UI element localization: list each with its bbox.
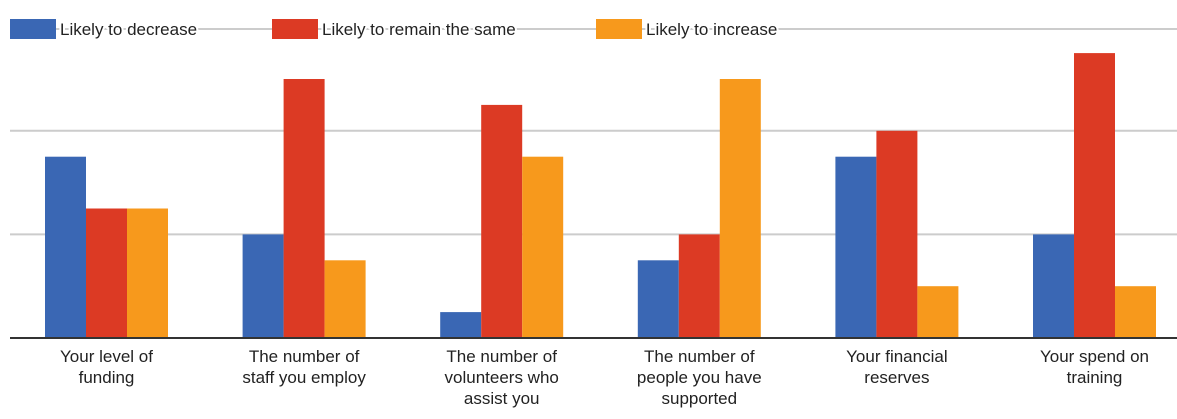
bar-0-0 [45,156,86,338]
category-label-line: Your financial [846,347,948,366]
category-label-2: The number of volunteers who assist you [407,346,597,409]
category-label-0: Your level of funding [12,346,202,388]
bar-2-2 [522,156,564,338]
category-label-line: The number of [248,347,360,366]
bar-2-1 [481,104,523,339]
bar-3-0 [637,260,679,338]
category-label-1: The number of staff you employ [209,346,399,388]
category-label-line: Your level of [60,347,153,366]
category-label-line: supported [661,389,738,408]
bar-5-1 [1074,53,1115,338]
category-label-line: staff you employ [242,368,366,387]
legend-swatch-2 [596,19,642,39]
legend-swatch-0 [10,19,56,39]
legend-label-1: Likely to remain the same [322,20,516,39]
bar-5-0 [1033,234,1074,338]
category-label-line: training [1066,368,1123,387]
category-label-line: Your spend on [1039,347,1150,366]
category-label-line: funding [78,368,135,387]
legend: Likely to decrease Likely to remain the s… [10,18,1177,41]
bar-0-2 [127,208,168,338]
category-label-3: The number of people you have supported [604,346,794,409]
bar-4-0 [835,156,877,338]
bar-4-1 [876,130,918,338]
category-label-line: volunteers who [444,368,559,387]
bar-3-2 [719,79,761,338]
legend-label-0: Likely to decrease [60,20,197,39]
category-label-line: assist you [463,389,540,408]
category-label-line: people you have [636,368,762,387]
bar-2-0 [440,312,482,338]
bar-0-1 [86,208,127,338]
bar-1-1 [283,79,325,338]
bar-1-2 [324,260,366,338]
category-label-4: Your financial reserves [802,346,992,388]
bar-1-0 [242,234,284,338]
bar-4-2 [917,286,959,338]
bars [45,53,1156,339]
legend-swatch-1 [272,19,318,39]
category-label-line: reserves [864,368,930,387]
gridlines [10,129,1177,236]
category-label-line: The number of [446,347,557,366]
category-label-5: Your spend on training [1000,346,1177,388]
category-label-line: The number of [644,347,755,366]
legend-label-2: Likely to increase [646,20,777,39]
bar-5-2 [1115,286,1156,338]
bar-3-1 [678,234,720,338]
